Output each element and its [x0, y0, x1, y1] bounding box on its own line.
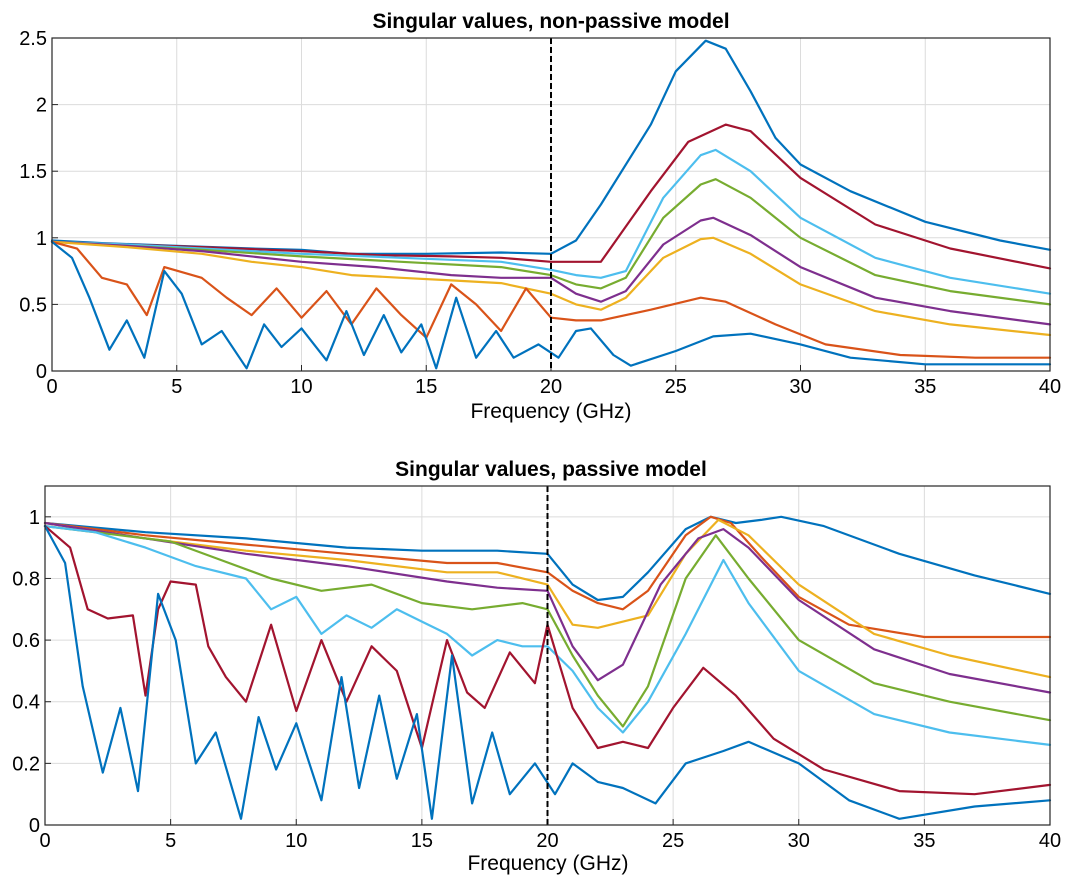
- chart-passive: Singular values, passive model 0 5 10 15 20 2…: [12, 458, 1061, 875]
- y-tick-labels: 0 0.2 0.4 0.6 0.8 1: [12, 507, 40, 837]
- x-tick-label: 30: [789, 376, 811, 398]
- x-tick-label: 20: [536, 830, 558, 852]
- x-tick-label: 30: [788, 830, 810, 852]
- y-tick-label: 1.5: [19, 161, 47, 183]
- series-line-6: [50, 236, 1052, 337]
- y-tick-label: 0.2: [12, 753, 40, 775]
- y-tick-label: 1: [36, 228, 47, 250]
- plot-frame: [44, 485, 1051, 826]
- series-line-4: [50, 178, 1052, 306]
- series-group: [43, 515, 1052, 820]
- x-tick-label: 5: [165, 830, 176, 852]
- series-line-5: [50, 216, 1052, 326]
- series-line-2: [43, 515, 1052, 639]
- x-tick-label: 15: [415, 376, 437, 398]
- y-tick-label: 2.5: [19, 28, 47, 50]
- series-line-5: [43, 525, 1052, 728]
- x-tick-label: 25: [662, 830, 684, 852]
- series-line-3: [43, 518, 1052, 679]
- series-line-8: [43, 525, 1052, 820]
- series-line-3: [50, 148, 1052, 295]
- x-tick-label: 20: [540, 376, 562, 398]
- x-tick-label: 0: [39, 830, 50, 852]
- x-tick-label: 40: [1039, 830, 1061, 852]
- y-tick-label: 0: [29, 815, 40, 837]
- x-axis-label: Frequency (GHz): [470, 400, 631, 423]
- x-tick-label: 35: [914, 376, 936, 398]
- y-tick-label: 0.4: [12, 692, 40, 714]
- y-tick-label: 0.5: [19, 294, 47, 316]
- x-tick-label: 40: [1039, 376, 1061, 398]
- x-tick-label: 10: [285, 830, 307, 852]
- y-tick-label: 0.6: [12, 630, 40, 652]
- x-tick-labels: 0 5 10 15 20 25 30 35 40: [39, 830, 1061, 852]
- y-tick-labels: 0 0.5 1 1.5 2 2.5: [19, 28, 47, 383]
- x-tick-label: 35: [913, 830, 935, 852]
- chart-non-passive: Singular values, non-passive model 0 5 10 1…: [19, 10, 1061, 423]
- x-tick-label: 5: [171, 376, 182, 398]
- x-tick-label: 0: [46, 376, 57, 398]
- chart-title: Singular values, non-passive model: [372, 10, 729, 33]
- series-line-8: [50, 240, 1052, 370]
- y-tick-label: 1: [29, 507, 40, 529]
- x-tick-labels: 0 5 10 15 20 25 30 35 40: [46, 376, 1061, 398]
- series-line-2: [50, 123, 1052, 270]
- x-tick-label: 25: [665, 376, 687, 398]
- x-axis-label: Frequency (GHz): [467, 852, 628, 875]
- y-tick-label: 2: [36, 95, 47, 117]
- y-tick-label: 0: [36, 361, 47, 383]
- series-line-4: [43, 521, 1052, 694]
- chart-title: Singular values, passive model: [395, 458, 707, 481]
- series-group: [50, 39, 1052, 370]
- x-tick-label: 15: [411, 830, 433, 852]
- plot-frame: [51, 37, 1051, 372]
- y-tick-label: 0.8: [12, 568, 40, 590]
- series-line-6: [43, 525, 1052, 746]
- series-line-1: [43, 515, 1052, 602]
- x-tick-label: 10: [290, 376, 312, 398]
